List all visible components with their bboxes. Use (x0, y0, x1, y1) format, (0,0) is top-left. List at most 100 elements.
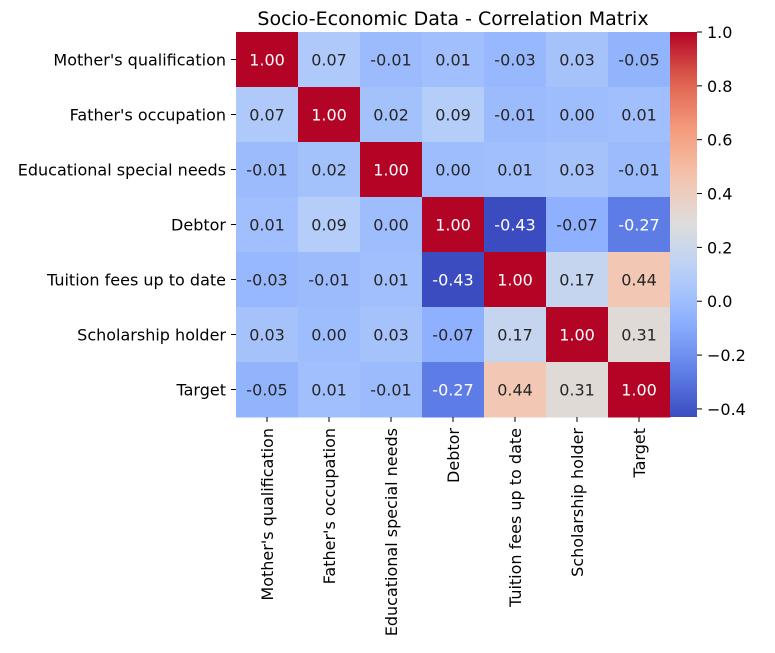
heatmap-cell (546, 197, 609, 253)
y-axis-tick-labels: Mother's qualification Father's occupatio… (18, 51, 236, 400)
cell-value-label: 0.01 (311, 381, 347, 400)
cell-value-label: 1.00 (249, 51, 285, 70)
cell-value-label: -0.01 (370, 381, 411, 400)
cell-value-label: 1.00 (311, 106, 347, 125)
x-tick-label: Educational special needs (382, 428, 401, 636)
heatmap-cell (236, 307, 299, 363)
cell-value-label: -0.01 (246, 161, 287, 180)
heatmap-cell (546, 362, 609, 418)
cell-value-label: 0.01 (621, 106, 657, 125)
cell-value-label: -0.07 (432, 326, 473, 345)
heatmap-cell (422, 307, 485, 363)
heatmap-cell (236, 32, 299, 88)
heatmap-cell (484, 32, 547, 88)
colorbar-tick-label: 0.4 (707, 185, 732, 204)
heatmap-cell (484, 362, 547, 418)
colorbar-tick-label: 0.0 (707, 292, 732, 311)
cell-value-label: -0.07 (556, 216, 597, 235)
heatmap-cell (484, 142, 547, 198)
cell-value-label: -0.05 (246, 381, 287, 400)
heatmap-cell (608, 197, 671, 253)
heatmap-cell (360, 307, 423, 363)
y-tick-label: Educational special needs (18, 161, 226, 180)
heatmap-cell (608, 307, 671, 363)
heatmap-cell (236, 197, 299, 253)
cell-value-label: 0.00 (435, 161, 471, 180)
heatmap-cell (236, 252, 299, 308)
heatmap-cells: 1.00 0.07 -0.01 0.01 -0.03 0.03 -0.05 0.07 1.00 0… (236, 32, 671, 418)
heatmap-cell (608, 142, 671, 198)
heatmap-cell (298, 362, 361, 418)
heatmap-cell (422, 142, 485, 198)
cell-value-label: -0.43 (432, 271, 473, 290)
x-tick-label: Tuition fees up to date (506, 428, 525, 608)
cell-value-label: 0.01 (249, 216, 285, 235)
heatmap-cell (608, 362, 671, 418)
heatmap-cell (360, 197, 423, 253)
heatmap-cell (484, 252, 547, 308)
heatmap-cell (422, 252, 485, 308)
cell-value-label: -0.27 (618, 216, 659, 235)
cell-value-label: 0.44 (621, 271, 657, 290)
cell-value-label: -0.43 (494, 216, 535, 235)
heatmap-cell (422, 87, 485, 143)
heatmap-cell (546, 307, 609, 363)
cell-value-label: 0.07 (311, 51, 347, 70)
heatmap-cell (236, 362, 299, 418)
cell-value-label: 0.01 (373, 271, 409, 290)
cell-value-label: 0.03 (559, 161, 595, 180)
cell-value-label: 0.07 (249, 106, 285, 125)
heatmap-cell (422, 197, 485, 253)
cell-value-label: 0.00 (559, 106, 595, 125)
cell-value-label: 0.31 (621, 326, 657, 345)
y-tick-label: Target (176, 381, 227, 400)
chart-title: Socio-Economic Data - Correlation Matrix (257, 8, 648, 30)
y-tick-label: Mother's qualification (53, 51, 226, 70)
heatmap-cell (546, 252, 609, 308)
heatmap-cell (546, 87, 609, 143)
cell-value-label: -0.27 (432, 381, 473, 400)
cell-value-label: 0.03 (373, 326, 409, 345)
heatmap-cell (484, 87, 547, 143)
cell-value-label: -0.01 (494, 106, 535, 125)
cell-value-label: 1.00 (621, 381, 657, 400)
heatmap-cell (298, 142, 361, 198)
cell-value-label: 0.02 (373, 106, 409, 125)
x-tick-label: Mother's qualification (258, 428, 277, 601)
x-tick-label: Scholarship holder (568, 428, 587, 577)
colorbar: −0.4 −0.2 0.0 0.2 0.4 0.6 0.8 1.0 (670, 23, 746, 419)
x-tick-label: Target (630, 428, 649, 479)
y-tick-label: Tuition fees up to date (46, 271, 226, 290)
cell-value-label: 0.02 (311, 161, 347, 180)
cell-value-label: 0.03 (249, 326, 285, 345)
heatmap-cell (298, 252, 361, 308)
cell-value-label: 0.01 (497, 161, 533, 180)
cell-value-label: 0.00 (373, 216, 409, 235)
x-tick-label: Father's occupation (320, 428, 339, 584)
heatmap-cell (608, 32, 671, 88)
heatmap-cell (360, 142, 423, 198)
cell-value-label: 0.31 (559, 381, 595, 400)
heatmap-cell (484, 307, 547, 363)
cell-value-label: 0.17 (497, 326, 533, 345)
cell-value-label: 1.00 (559, 326, 595, 345)
x-axis-tick-labels: Mother's qualification Father's occupatio… (258, 417, 649, 636)
colorbar-gradient (670, 32, 697, 417)
heatmap-cell (422, 32, 485, 88)
heatmap-cell (236, 87, 299, 143)
cell-value-label: 0.09 (435, 106, 471, 125)
x-tick-label: Debtor (444, 428, 463, 483)
heatmap-cell (546, 142, 609, 198)
heatmap-cell (546, 32, 609, 88)
y-tick-label: Scholarship holder (77, 326, 226, 345)
cell-value-label: 0.44 (497, 381, 533, 400)
cell-value-label: 0.01 (435, 51, 471, 70)
y-tick-label: Debtor (171, 216, 226, 235)
cell-value-label: 0.09 (311, 216, 347, 235)
cell-value-label: 0.03 (559, 51, 595, 70)
heatmap-cell (298, 197, 361, 253)
colorbar-tick-label: −0.2 (707, 346, 746, 365)
y-tick-label: Father's occupation (70, 106, 226, 125)
cell-value-label: 1.00 (497, 271, 533, 290)
heatmap-cell (298, 32, 361, 88)
